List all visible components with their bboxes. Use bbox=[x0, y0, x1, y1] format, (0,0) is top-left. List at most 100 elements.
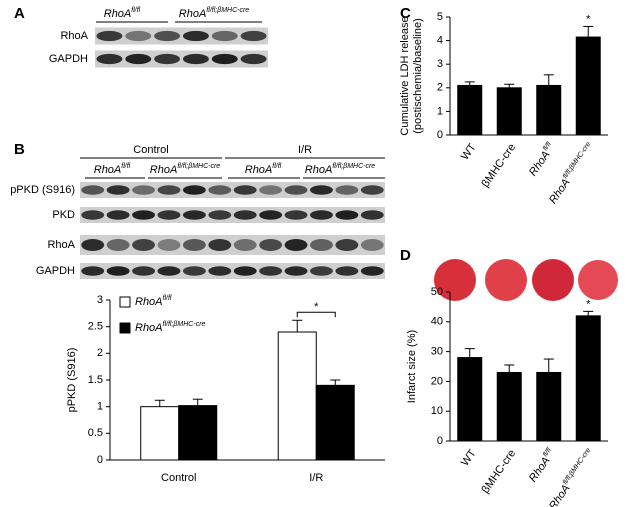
x-tick-label: βMHC-cre bbox=[479, 142, 518, 190]
blot-band bbox=[106, 239, 130, 251]
x-tick-label: βMHC-cre bbox=[479, 448, 518, 496]
blot-band bbox=[259, 239, 283, 251]
label-base: RhoA bbox=[547, 483, 573, 507]
blot-band bbox=[96, 53, 123, 65]
blot-band bbox=[157, 239, 181, 251]
panel-label: B bbox=[14, 141, 25, 158]
blot-band bbox=[157, 185, 181, 195]
x-tick-label: RhoAfl/fl;βMHC-cre bbox=[546, 447, 597, 507]
bar bbox=[496, 371, 522, 442]
group-label: Control bbox=[133, 144, 168, 156]
bar bbox=[457, 84, 483, 136]
significance-mark: * bbox=[586, 298, 591, 310]
label-base: WT bbox=[459, 141, 479, 162]
row-label: RhoA bbox=[60, 30, 88, 42]
significance-bracket bbox=[296, 311, 336, 318]
blot-band bbox=[208, 185, 232, 195]
row-label: GAPDH bbox=[36, 265, 75, 277]
blot-band bbox=[157, 266, 181, 276]
blot-band bbox=[233, 239, 257, 251]
blot-band bbox=[208, 239, 232, 251]
y-tick-label: 4 bbox=[437, 35, 443, 47]
legend-label: RhoAfl/fl bbox=[135, 295, 172, 308]
label-base: I/R bbox=[309, 472, 323, 484]
blot-strip bbox=[80, 207, 385, 223]
blot-band bbox=[233, 266, 257, 276]
blot-band bbox=[81, 239, 105, 251]
y-tick-label: 10 bbox=[431, 405, 443, 417]
x-tick-label: I/R bbox=[309, 472, 323, 484]
blot-band bbox=[240, 30, 267, 42]
y-tick-label: 3 bbox=[437, 58, 443, 70]
blot-band bbox=[310, 185, 333, 195]
x-tick-label: RhoAfl/fl bbox=[526, 141, 557, 178]
label-base: βMHC-cre bbox=[479, 448, 518, 496]
y-tick-label: 3 bbox=[97, 294, 103, 306]
blot-strip bbox=[80, 235, 385, 255]
heart-slice bbox=[532, 259, 574, 301]
heart-slice bbox=[434, 259, 476, 301]
blot-band bbox=[125, 53, 152, 65]
y-tick-label: 5 bbox=[437, 11, 443, 23]
label-base: RhoA bbox=[135, 322, 163, 334]
blot-band bbox=[310, 266, 333, 276]
blot-band bbox=[154, 53, 181, 65]
blot-band bbox=[157, 210, 181, 220]
panel-label: A bbox=[14, 5, 25, 22]
x-tick-label: RhoAfl/fl;βMHC-cre bbox=[546, 141, 597, 206]
y-tick-label: 1 bbox=[97, 401, 103, 413]
blot-band bbox=[154, 30, 181, 42]
label-sup: fl/fl;βMHC-cre bbox=[163, 321, 206, 328]
blot-band bbox=[284, 239, 308, 251]
label-sup: fl/fl bbox=[542, 447, 553, 459]
label-sup: fl/fl;βMHC-cre bbox=[332, 163, 375, 170]
bar bbox=[536, 371, 562, 442]
label-sup: fl/fl;βMHC-cre bbox=[177, 163, 220, 170]
y-tick-label: 2.5 bbox=[88, 321, 103, 333]
y-tick-label: 2 bbox=[437, 82, 443, 94]
y-tick-label: 0.5 bbox=[88, 427, 103, 439]
blot-band bbox=[360, 210, 384, 220]
column-label: RhoAfl/fl;βMHC-cre bbox=[179, 7, 250, 20]
label-base: WT bbox=[459, 447, 479, 468]
blot-band bbox=[81, 185, 105, 195]
label-sup: fl/fl bbox=[163, 295, 172, 302]
blot-band bbox=[284, 266, 308, 276]
x-tick-label: WT bbox=[459, 447, 479, 468]
y-tick-label: 50 bbox=[431, 286, 443, 298]
y-tick-label: 1 bbox=[437, 105, 443, 117]
bar bbox=[536, 84, 562, 136]
blot-band bbox=[182, 266, 206, 276]
blot-band bbox=[211, 53, 238, 65]
blot-band bbox=[284, 185, 308, 195]
x-tick-label: Control bbox=[161, 472, 196, 484]
blot-band bbox=[182, 185, 206, 195]
bar bbox=[575, 36, 601, 136]
blot-band bbox=[240, 53, 267, 65]
blot-band bbox=[211, 30, 238, 42]
label-base: RhoA bbox=[150, 164, 178, 176]
blot-strip bbox=[80, 263, 385, 279]
blot-band bbox=[106, 185, 130, 195]
x-tick-label: WT bbox=[459, 141, 479, 162]
blot-band bbox=[335, 185, 359, 195]
y-tick-label: 0 bbox=[437, 435, 443, 447]
label-sup: fl/fl;βMHC-cre bbox=[206, 7, 249, 14]
blot-band bbox=[182, 53, 209, 65]
x-tick-label: RhoAfl/fl bbox=[526, 447, 557, 484]
row-label: GAPDH bbox=[49, 53, 88, 65]
blot-band bbox=[310, 210, 333, 220]
row-label: RhoA bbox=[47, 239, 75, 251]
y-tick-label: 2 bbox=[97, 347, 103, 359]
blot-band bbox=[208, 210, 232, 220]
blot-band bbox=[106, 266, 130, 276]
label-base: RhoA bbox=[245, 164, 273, 176]
label-base: Control bbox=[161, 472, 196, 484]
blot-band bbox=[182, 239, 206, 251]
y-tick-label: 0 bbox=[437, 129, 443, 141]
blot-band bbox=[132, 266, 155, 276]
blot-band bbox=[284, 210, 308, 220]
y-tick-label: 20 bbox=[431, 375, 443, 387]
row-label: pPKD (S916) bbox=[10, 184, 75, 196]
